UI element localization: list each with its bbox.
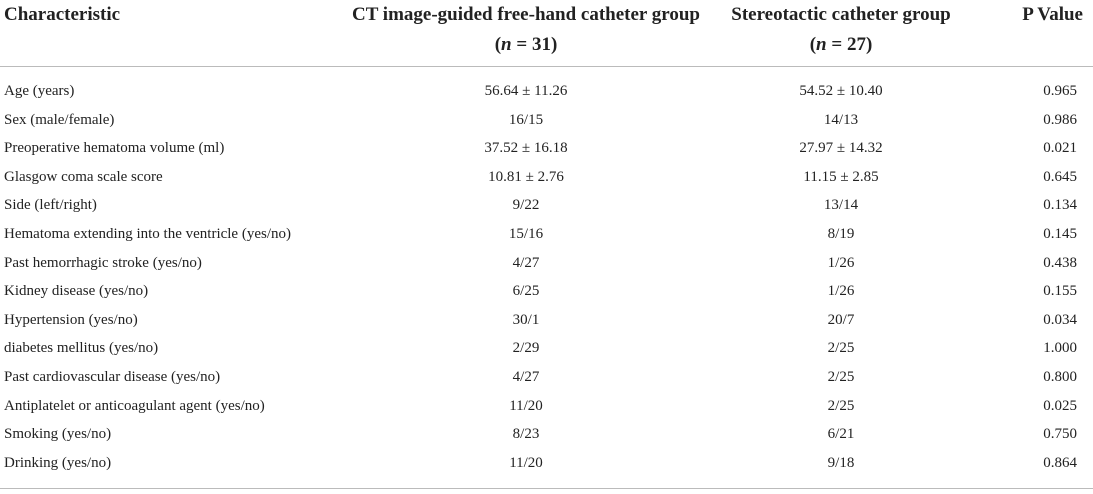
- row-group1-value: 56.64 ± 11.26: [484, 83, 568, 99]
- row-p-value: 1.000: [1043, 340, 1077, 357]
- table-row: Past cardiovascular disease (yes/no) 4/27…: [0, 363, 1093, 392]
- row-group2-value: 14/13: [823, 111, 859, 128]
- row-group1-value: 8/23: [512, 426, 540, 443]
- row-group1-value: 10.81 ± 2.76: [488, 168, 564, 185]
- row-group2-value: 1/26: [827, 254, 855, 271]
- row-group1-value: 16/15: [508, 111, 544, 128]
- row-label: Smoking (yes/no): [4, 426, 112, 443]
- row-group2-value: 11.15 ± 2.85: [803, 168, 879, 185]
- header-group1: CT image-guided free-hand catheter group…: [352, 0, 700, 67]
- row-label: Past hemorrhagic stroke (yes/no): [4, 254, 202, 271]
- row-group2-value: 9/18: [827, 454, 855, 471]
- row-label: Age (years): [4, 83, 75, 99]
- row-group1-value: 4/27: [512, 368, 540, 385]
- header-group1-title: CT image-guided free-hand catheter group: [352, 4, 700, 25]
- row-p-value: 0.155: [1043, 283, 1077, 300]
- header-row: Characteristic CT image-guided free-hand…: [0, 0, 1093, 67]
- row-group2-value: 2/25: [827, 397, 855, 414]
- row-label: Past cardiovascular disease (yes/no): [4, 368, 221, 385]
- table-row: Age (years) 56.64 ± 11.26 54.52 ± 10.40 0.9…: [0, 67, 1093, 106]
- row-group2-value: 20/7: [827, 311, 855, 328]
- row-p-value: 0.800: [1043, 368, 1077, 385]
- row-label: Hematoma extending into the ventricle (y…: [4, 225, 291, 242]
- table-row: Hypertension (yes/no) 30/1 20/7 0.034: [0, 306, 1093, 335]
- row-group1-value: 4/27: [512, 254, 540, 271]
- row-label: Kidney disease (yes/no): [4, 283, 149, 300]
- row-p-value: 0.965: [1043, 83, 1077, 99]
- row-label: diabetes mellitus (yes/no): [4, 340, 159, 357]
- header-group2: Stereotactic catheter group (n = 27): [700, 0, 982, 67]
- bottom-rule: [0, 488, 1093, 489]
- row-group1-value: 9/22: [512, 197, 540, 214]
- table-row: Glasgow coma scale score 10.81 ± 2.76 11.1…: [0, 163, 1093, 192]
- row-p-value: 0.645: [1043, 168, 1077, 185]
- table-row: Smoking (yes/no) 8/23 6/21 0.750: [0, 420, 1093, 449]
- table-row: Past hemorrhagic stroke (yes/no) 4/27 1/26…: [0, 249, 1093, 278]
- table-row: diabetes mellitus (yes/no) 2/29 2/25 1.000: [0, 334, 1093, 363]
- table-row: Antiplatelet or anticoagulant agent (yes…: [0, 392, 1093, 421]
- row-group1-value: 15/16: [508, 225, 544, 242]
- table-row: Drinking (yes/no) 11/20 9/18 0.864: [0, 449, 1093, 478]
- row-label: Hypertension (yes/no): [4, 311, 138, 328]
- baseline-characteristics-table: Characteristic CT image-guided free-hand…: [0, 0, 1093, 478]
- row-group2-value: 54.52 ± 10.40: [799, 83, 883, 99]
- header-pvalue: P Value: [982, 0, 1093, 67]
- row-p-value: 0.438: [1043, 254, 1077, 271]
- row-group1-value: 11/20: [509, 454, 543, 471]
- row-label: Side (left/right): [4, 197, 97, 214]
- row-p-value: 0.025: [1043, 397, 1077, 414]
- table-header: Characteristic CT image-guided free-hand…: [0, 0, 1093, 67]
- row-p-value: 0.750: [1043, 426, 1077, 443]
- table-body: Age (years) 56.64 ± 11.26 54.52 ± 10.40 0.9…: [0, 67, 1093, 478]
- row-group1-value: 6/25: [512, 283, 540, 300]
- row-p-value: 0.145: [1043, 225, 1077, 242]
- row-label: Antiplatelet or anticoagulant agent (yes…: [4, 397, 265, 414]
- row-label: Preoperative hematoma volume (ml): [4, 140, 225, 157]
- row-p-value: 0.986: [1043, 111, 1077, 128]
- row-p-value: 0.864: [1043, 454, 1077, 471]
- row-label: Drinking (yes/no): [4, 454, 112, 471]
- row-group2-value: 6/21: [827, 426, 855, 443]
- table-row: Kidney disease (yes/no) 6/25 1/26 0.155: [0, 277, 1093, 306]
- header-group2-n: (n = 27): [809, 34, 873, 55]
- table-row: Preoperative hematoma volume (ml) 37.52 ±…: [0, 134, 1093, 163]
- row-p-value: 0.021: [1043, 140, 1077, 157]
- header-characteristic: Characteristic: [0, 0, 352, 67]
- row-label: Sex (male/female): [4, 111, 115, 128]
- header-group1-n: (n = 31): [494, 34, 558, 55]
- row-label: Glasgow coma scale score: [4, 168, 163, 185]
- row-group2-value: 2/25: [827, 340, 855, 357]
- table-row: Side (left/right) 9/22 13/14 0.134: [0, 191, 1093, 220]
- row-group2-value: 8/19: [827, 225, 855, 242]
- table-row: Sex (male/female) 16/15 14/13 0.986: [0, 106, 1093, 135]
- row-p-value: 0.034: [1043, 311, 1077, 328]
- header-group2-title: Stereotactic catheter group: [731, 4, 951, 25]
- row-group2-value: 13/14: [823, 197, 859, 214]
- row-group1-value: 11/20: [509, 397, 543, 414]
- row-group1-value: 2/29: [512, 340, 540, 357]
- row-p-value: 0.134: [1043, 197, 1077, 214]
- row-group2-value: 2/25: [827, 368, 855, 385]
- row-group1-value: 37.52 ± 16.18: [484, 140, 568, 157]
- table-row: Hematoma extending into the ventricle (y…: [0, 220, 1093, 249]
- row-group1-value: 30/1: [512, 311, 540, 328]
- row-group2-value: 27.97 ± 14.32: [799, 140, 883, 157]
- row-group2-value: 1/26: [827, 283, 855, 300]
